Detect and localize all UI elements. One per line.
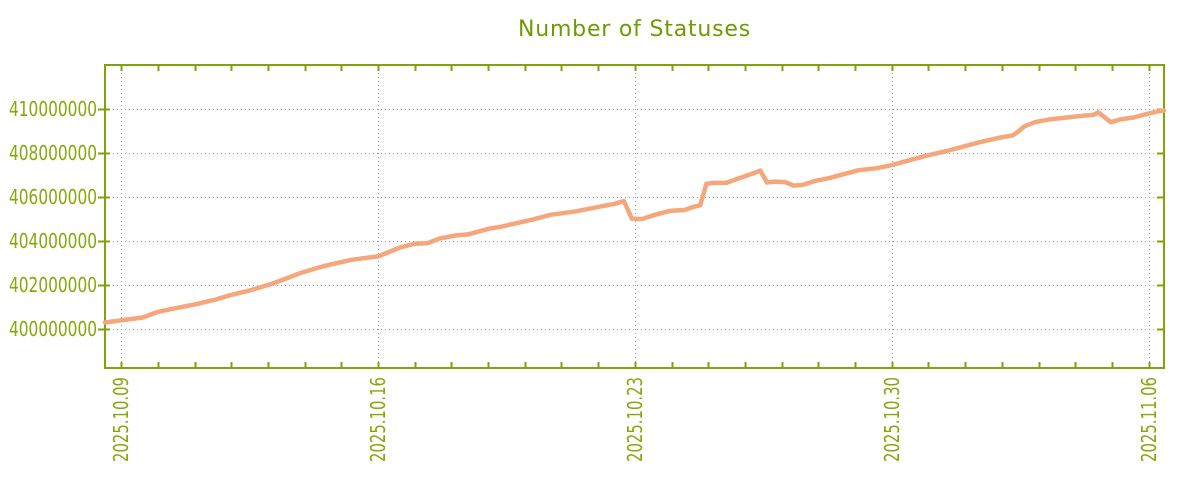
x-axis-label: 2025.11.06 bbox=[1137, 377, 1161, 462]
y-axis-label: 408000000 bbox=[9, 141, 97, 165]
x-axis-label: 2025.10.16 bbox=[366, 377, 390, 462]
series-line-statuses bbox=[102, 108, 1167, 325]
x-axis-label: 2025.10.09 bbox=[109, 377, 133, 462]
y-axis-label: 402000000 bbox=[9, 273, 97, 297]
y-axis-label: 406000000 bbox=[9, 185, 97, 209]
y-axis-label: 404000000 bbox=[9, 229, 97, 253]
plot-frame bbox=[104, 64, 1165, 369]
x-axis-label: 2025.10.30 bbox=[880, 377, 904, 462]
y-axis-label: 410000000 bbox=[9, 97, 97, 121]
x-axis-label: 2025.10.23 bbox=[623, 377, 647, 462]
chart-title: Number of Statuses bbox=[517, 17, 752, 42]
y-axis-label: 400000000 bbox=[9, 317, 97, 341]
